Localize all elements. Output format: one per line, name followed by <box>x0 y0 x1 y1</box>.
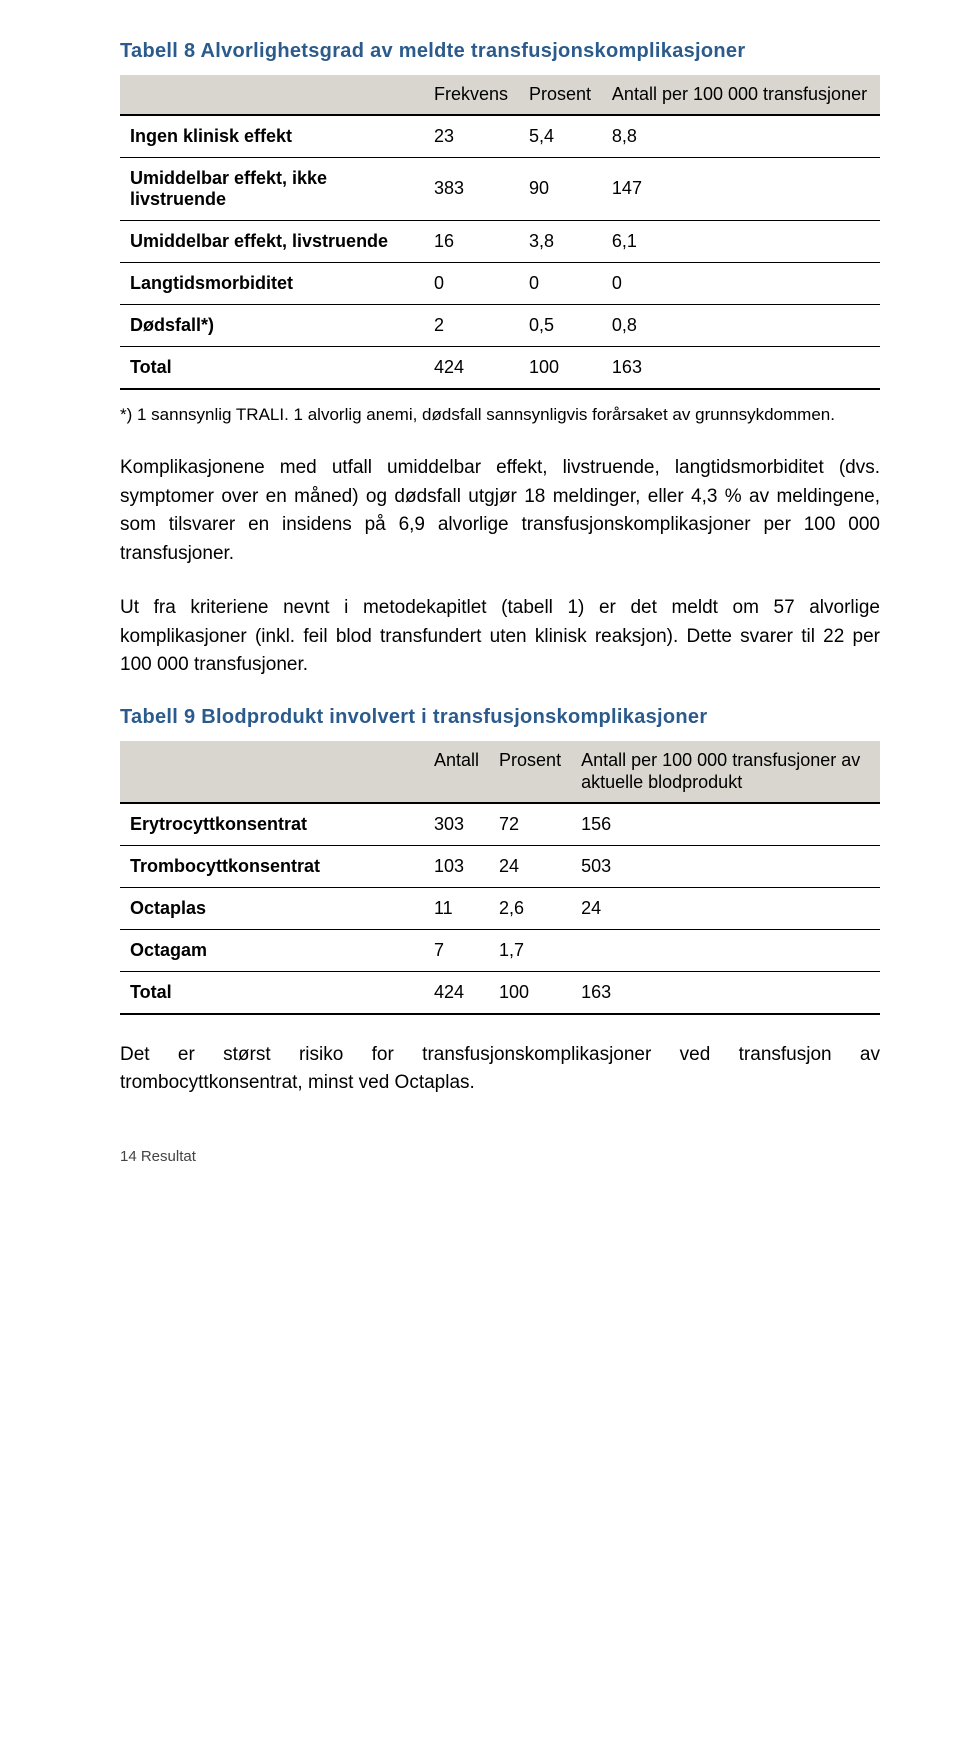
table8-cell: Ingen klinisk effekt <box>120 115 424 158</box>
table8-cell: 0,5 <box>519 304 602 346</box>
table9-cell: 503 <box>571 845 880 887</box>
table9-cell: 424 <box>424 971 489 1014</box>
table9-cell: 163 <box>571 971 880 1014</box>
table8-col1: Frekvens <box>424 75 519 115</box>
table8-cell: 3,8 <box>519 220 602 262</box>
table8-col2: Prosent <box>519 75 602 115</box>
table8-cell: 163 <box>602 346 880 389</box>
table8-cell: 90 <box>519 157 602 220</box>
table8-row: Dødsfall*)20,50,8 <box>120 304 880 346</box>
table9: Antall Prosent Antall per 100 000 transf… <box>120 741 880 1015</box>
table9-col2: Prosent <box>489 741 571 803</box>
paragraph-3: Det er størst risiko for transfusjonskom… <box>120 1041 880 1098</box>
table9-row: Total424100163 <box>120 971 880 1014</box>
table8-cell: 0 <box>602 262 880 304</box>
table9-cell: Octagam <box>120 929 424 971</box>
table8-cell: 147 <box>602 157 880 220</box>
table8-cell: 383 <box>424 157 519 220</box>
table9-row: Erytrocyttkonsentrat30372156 <box>120 803 880 846</box>
table8-cell: Umiddelbar effekt, ikke livstruende <box>120 157 424 220</box>
table9-cell: 24 <box>489 845 571 887</box>
table8-col0 <box>120 75 424 115</box>
table9-cell: 2,6 <box>489 887 571 929</box>
table8-cell: 0 <box>519 262 602 304</box>
table8-cell: 16 <box>424 220 519 262</box>
table9-cell: 1,7 <box>489 929 571 971</box>
table8-cell: 23 <box>424 115 519 158</box>
table9-cell: Erytrocyttkonsentrat <box>120 803 424 846</box>
table9-cell: 7 <box>424 929 489 971</box>
paragraph-1: Komplikasjonene med utfall umiddelbar ef… <box>120 454 880 568</box>
table9-title: Tabell 9 Blodprodukt involvert i transfu… <box>120 706 880 729</box>
table8-row: Langtidsmorbiditet000 <box>120 262 880 304</box>
table9-cell: 72 <box>489 803 571 846</box>
page-footer: 14 Resultat <box>120 1148 880 1165</box>
table9-col3: Antall per 100 000 transfusjoner av aktu… <box>571 741 880 803</box>
table9-col0 <box>120 741 424 803</box>
table8-cell: 8,8 <box>602 115 880 158</box>
table9-cell: Total <box>120 971 424 1014</box>
table8-title: Tabell 8 Alvorlighetsgrad av meldte tran… <box>120 40 880 63</box>
table8-col3: Antall per 100 000 transfusjoner <box>602 75 880 115</box>
table9-cell: Octaplas <box>120 887 424 929</box>
table9-cell: 24 <box>571 887 880 929</box>
table8-row: Total424100163 <box>120 346 880 389</box>
table8: Frekvens Prosent Antall per 100 000 tran… <box>120 75 880 390</box>
table8-cell: Total <box>120 346 424 389</box>
table8-cell: Dødsfall*) <box>120 304 424 346</box>
table8-cell: Langtidsmorbiditet <box>120 262 424 304</box>
table8-row: Umiddelbar effekt, livstruende163,86,1 <box>120 220 880 262</box>
table8-footnote: *) 1 sannsynlig TRALI. 1 alvorlig anemi,… <box>120 404 880 427</box>
table9-cell: 11 <box>424 887 489 929</box>
table9-col1: Antall <box>424 741 489 803</box>
table9-cell: 100 <box>489 971 571 1014</box>
table8-cell: 0 <box>424 262 519 304</box>
table9-cell <box>571 929 880 971</box>
table9-cell: 103 <box>424 845 489 887</box>
table8-cell: 100 <box>519 346 602 389</box>
table8-row: Ingen klinisk effekt235,48,8 <box>120 115 880 158</box>
table8-cell: 5,4 <box>519 115 602 158</box>
paragraph-2: Ut fra kriteriene nevnt i metodekapitlet… <box>120 594 880 680</box>
table9-cell: 303 <box>424 803 489 846</box>
table8-cell: 2 <box>424 304 519 346</box>
table8-cell: 6,1 <box>602 220 880 262</box>
table8-row: Umiddelbar effekt, ikke livstruende38390… <box>120 157 880 220</box>
table9-row: Octagam71,7 <box>120 929 880 971</box>
table9-cell: Trombocyttkonsentrat <box>120 845 424 887</box>
table8-cell: 0,8 <box>602 304 880 346</box>
table8-cell: 424 <box>424 346 519 389</box>
table9-cell: 156 <box>571 803 880 846</box>
table9-row: Octaplas112,624 <box>120 887 880 929</box>
table9-row: Trombocyttkonsentrat10324503 <box>120 845 880 887</box>
table8-cell: Umiddelbar effekt, livstruende <box>120 220 424 262</box>
